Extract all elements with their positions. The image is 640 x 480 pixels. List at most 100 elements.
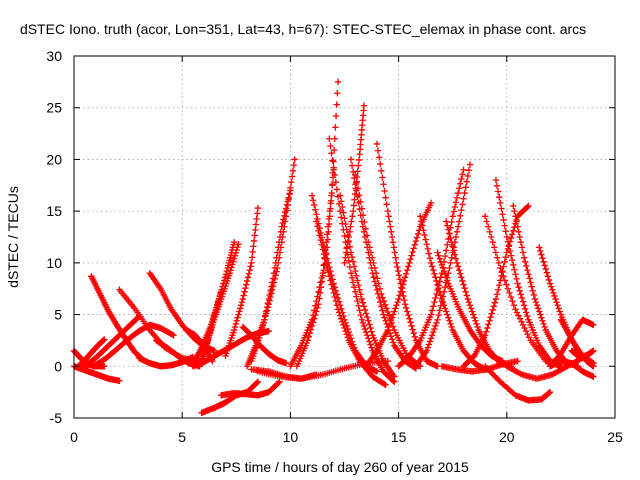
data-point <box>427 199 435 207</box>
data-point <box>267 293 274 301</box>
data-point <box>254 210 261 217</box>
data-point <box>453 259 461 267</box>
data-point <box>341 215 348 222</box>
data-point <box>309 197 317 204</box>
data-point <box>543 269 551 276</box>
data-point <box>382 194 389 201</box>
data-point <box>291 156 298 163</box>
data-point <box>260 319 267 327</box>
data-point <box>309 319 317 326</box>
data-point <box>515 312 522 319</box>
data-point <box>446 264 453 272</box>
data-point <box>503 233 510 241</box>
data-point <box>399 288 406 296</box>
data-point <box>518 244 526 251</box>
axis-ticks: 0 5 10 15 20 25 -5 0 5 10 15 20 25 30 <box>46 48 623 445</box>
data-point <box>357 198 364 206</box>
data-point <box>326 273 333 280</box>
data-point <box>411 241 419 248</box>
data-point <box>219 283 226 290</box>
data-point <box>491 244 498 251</box>
data-point <box>517 291 525 298</box>
data-point <box>349 213 356 220</box>
data-point <box>539 255 546 262</box>
data-point <box>468 308 476 315</box>
data-point <box>348 218 355 225</box>
data-point <box>244 274 252 281</box>
data-point <box>536 244 543 251</box>
data-point <box>351 283 358 291</box>
data-point <box>432 294 439 302</box>
data-point <box>327 142 334 150</box>
data-point <box>250 243 257 250</box>
data-point <box>457 180 464 187</box>
data-point <box>169 331 176 338</box>
data-point <box>544 273 552 280</box>
data-point <box>389 311 397 318</box>
data-point <box>377 298 384 306</box>
data-point <box>407 256 414 263</box>
data-point <box>288 173 296 180</box>
data-point <box>505 243 513 250</box>
data-point <box>470 311 477 318</box>
data-series <box>395 166 467 370</box>
data-point <box>339 318 346 326</box>
data-point <box>405 311 412 319</box>
data-point <box>362 328 370 336</box>
data-point <box>382 381 389 389</box>
data-point <box>331 293 338 301</box>
data-point <box>467 305 475 312</box>
data-point <box>419 222 426 229</box>
x-tick-label: 5 <box>178 429 186 445</box>
data-point <box>380 297 388 305</box>
data-point <box>249 248 256 256</box>
data-point <box>398 284 405 291</box>
data-point <box>379 174 386 181</box>
data-point <box>334 90 341 97</box>
data-point <box>444 241 451 248</box>
data-point <box>500 263 507 270</box>
data-point <box>321 255 329 262</box>
data-point <box>374 275 381 282</box>
data-point <box>371 264 378 272</box>
data-point <box>590 347 597 354</box>
data-point <box>510 202 517 210</box>
data-point <box>380 311 387 318</box>
data-point <box>280 228 287 236</box>
data-point <box>246 266 253 274</box>
data-point <box>329 157 336 164</box>
data-point <box>338 214 345 221</box>
data-series <box>412 161 474 370</box>
data-point <box>551 292 558 300</box>
data-point <box>515 228 522 236</box>
data-point <box>521 258 529 266</box>
data-point <box>464 172 472 180</box>
data-point <box>250 237 258 245</box>
data-point <box>239 295 246 303</box>
data-point <box>336 192 344 199</box>
data-point <box>426 338 434 345</box>
data-point <box>431 298 438 306</box>
data-point <box>452 199 460 206</box>
data-point <box>359 299 367 306</box>
data-point <box>451 203 459 211</box>
data-point <box>454 263 462 270</box>
data-point <box>461 189 468 197</box>
data-point <box>386 218 393 225</box>
data-point <box>355 302 362 309</box>
data-point <box>394 267 402 275</box>
data-point <box>509 257 516 264</box>
data-point <box>495 377 502 384</box>
data-point <box>365 238 372 246</box>
data-point <box>555 305 562 312</box>
data-point <box>336 312 344 319</box>
data-point <box>347 223 354 230</box>
data-point <box>351 174 358 182</box>
data-point <box>395 272 403 279</box>
data-point <box>447 259 454 267</box>
data-point <box>507 234 515 242</box>
data-point <box>316 295 323 302</box>
data-point <box>325 220 333 228</box>
data-point <box>367 249 375 256</box>
data-point <box>389 339 397 346</box>
